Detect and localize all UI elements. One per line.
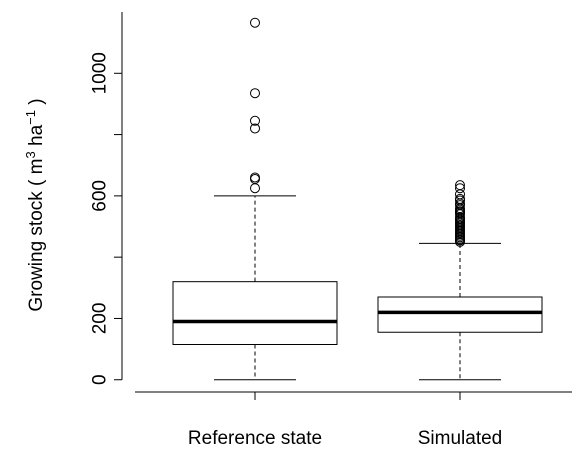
outlier-point [250,88,260,99]
outlier-point [250,183,260,194]
outlier-point [455,183,465,194]
box-1 [377,180,543,381]
outlier-point [250,115,260,126]
y-axis-label: Growing stock ( m3 ha−1 ) [23,98,48,311]
y-axis-title: Growing stock ( m3 ha−1 ) [23,98,48,311]
y-label-unit-ha: ha [26,124,47,151]
y-tick-label-600: 600 [90,180,111,212]
outlier-point [455,180,465,191]
outlier-point [250,123,260,134]
x-category-label: Reference state [188,428,322,449]
outlier-point [455,193,465,204]
box-0 [172,17,338,381]
plot-axes: 0 200 600 1000 Reference state Simulated [90,12,572,449]
y-label-paren-open: ( [26,174,47,186]
y-label-unit-m: m [26,159,47,175]
iqr-box [377,296,543,333]
y-label-unit-ha-exp: −1 [23,110,38,125]
box-series [172,17,543,381]
outlier-point [250,172,260,183]
x-category-label: Simulated [418,428,503,449]
y-tick-label-200: 200 [90,303,111,335]
y-label-unit-m-exp: 3 [23,151,38,158]
y-tick-label-1000: 1000 [90,52,111,94]
y-label-text: Growing stock [26,186,47,312]
y-tick-label-0: 0 [90,374,111,385]
y-label-paren-close: ) [26,98,47,110]
outlier-point [250,17,260,28]
iqr-box [172,281,338,346]
